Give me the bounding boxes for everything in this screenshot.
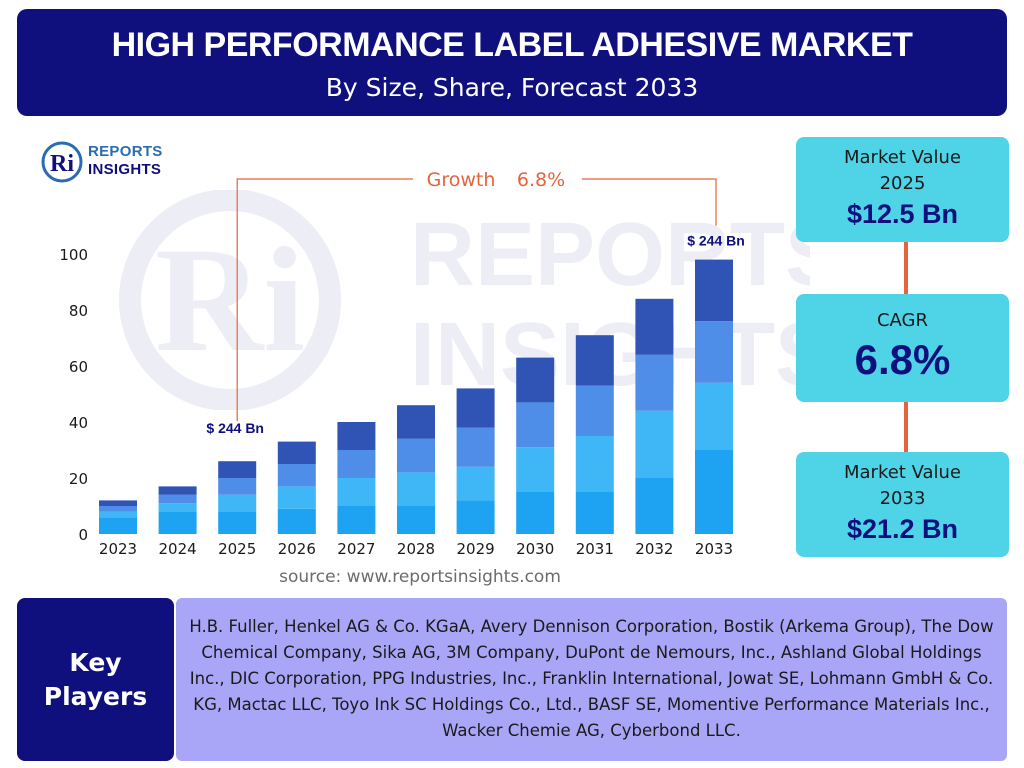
bar-segment-2027-4	[337, 422, 376, 450]
watermark-mark: Ri	[155, 217, 305, 383]
bar-segment-2032-4	[635, 298, 674, 355]
growth-line-right	[582, 178, 717, 226]
cagr-value: 6.8%	[854, 336, 951, 383]
connector-line	[904, 402, 908, 452]
bar-segment-2025-1	[218, 511, 257, 534]
market-value-2025-label: Market Value	[843, 147, 962, 168]
bar-segment-2028-1	[397, 506, 435, 534]
market-value-2025-year: 2025	[879, 173, 926, 194]
x-tick-label: 2025	[218, 540, 256, 558]
bar-segment-2033-2	[695, 382, 733, 450]
y-tick-label: 80	[69, 302, 88, 320]
logo-line-1: REPORTS	[88, 143, 163, 160]
bar-segment-2024-3	[158, 494, 197, 504]
bar-segment-2027-1	[337, 506, 376, 534]
bar-segment-2030-3	[516, 402, 555, 448]
bar-segment-2023-3	[99, 506, 137, 512]
bar-segment-2030-2	[516, 447, 555, 492]
y-tick-label: 60	[69, 358, 88, 376]
bar-segment-2025-3	[218, 478, 257, 495]
reports-insights-logo: Ri REPORTS INSIGHTS	[40, 140, 190, 184]
bar-segment-2023-4	[99, 500, 137, 506]
end-value-label: $ 244 Bn	[687, 233, 745, 249]
logo-mark-icon: Ri	[41, 141, 83, 183]
x-tick-label: 2031	[576, 540, 614, 558]
bar-segment-2026-3	[277, 464, 316, 487]
market-value-2033-box: Market Value 2033 $21.2 Bn	[796, 452, 1009, 557]
bar-segment-2033-1	[695, 450, 733, 534]
page-title: HIGH PERFORMANCE LABEL ADHESIVE MARKET	[111, 26, 913, 64]
y-tick-label: 100	[59, 246, 88, 264]
growth-label: Growth	[427, 169, 496, 191]
bar-segment-2028-3	[397, 438, 435, 473]
x-tick-label: 2026	[278, 540, 316, 558]
market-value-2025-box: Market Value 2025 $12.5 Bn	[796, 137, 1009, 242]
market-value-2033-label: Market Value	[843, 462, 962, 483]
bar-segment-2026-1	[277, 508, 316, 534]
bar-segment-2029-2	[456, 466, 495, 501]
bar-segment-2029-3	[456, 427, 495, 467]
key-players-label-line-2: Players	[43, 682, 148, 711]
bar-segment-2026-4	[277, 441, 316, 464]
start-value-label: $ 244 Bn	[206, 420, 264, 436]
x-tick-label: 2027	[337, 540, 375, 558]
bar-segment-2024-2	[158, 503, 197, 512]
bar-segment-2023-1	[99, 517, 137, 534]
bar-segment-2025-4	[218, 461, 257, 478]
key-players-list: H.B. Fuller, Henkel AG & Co. KGaA, Avery…	[176, 598, 1007, 761]
stacked-bar-chart: 0 20 40 60 80 100 2023 2024 2025 2026 2027 2028 2029…	[59, 169, 745, 558]
cagr-box: CAGR 6.8%	[796, 294, 1009, 402]
bar-segment-2028-2	[397, 472, 435, 506]
bar-segment-2031-4	[575, 335, 614, 386]
key-players-label-line-1: Key	[69, 648, 122, 677]
cagr-label: CAGR	[876, 310, 929, 331]
bar-segment-2024-1	[158, 511, 197, 534]
bar-segment-2027-2	[337, 478, 376, 506]
bar-segment-2031-1	[575, 492, 614, 534]
bar-segment-2031-3	[575, 385, 614, 436]
bar-segment-2030-4	[516, 357, 555, 403]
x-tick-label: 2030	[516, 540, 554, 558]
x-tick-label: 2033	[695, 540, 733, 558]
bar-segment-2029-4	[456, 388, 495, 428]
market-value-2033-value: $21.2 Bn	[846, 514, 959, 544]
x-tick-label: 2023	[99, 540, 137, 558]
market-value-2033-year: 2033	[879, 488, 926, 509]
connector-line	[904, 242, 908, 294]
market-value-2025-value: $12.5 Bn	[846, 199, 959, 229]
watermark-line-1: REPORTS	[410, 205, 810, 305]
bar-segment-2029-1	[456, 500, 495, 534]
x-tick-label: 2032	[635, 540, 673, 558]
x-tick-label: 2029	[457, 540, 495, 558]
page-subtitle: By Size, Share, Forecast 2033	[325, 73, 699, 102]
bar-segment-2032-2	[635, 410, 674, 478]
growth-value: 6.8%	[517, 169, 565, 191]
bar-segment-2030-1	[516, 492, 555, 534]
header-banner: HIGH PERFORMANCE LABEL ADHESIVE MARKET B…	[17, 9, 1007, 116]
bar-segment-2032-1	[635, 478, 674, 534]
bar-segment-2026-2	[277, 486, 316, 509]
bar-segment-2027-3	[337, 450, 376, 478]
bar-segment-2024-4	[158, 486, 197, 495]
bar-segment-2032-3	[635, 354, 674, 411]
y-tick-label: 0	[78, 526, 88, 544]
bar-segment-2033-4	[695, 259, 733, 322]
y-tick-label: 20	[69, 470, 88, 488]
bar-segment-2025-2	[218, 494, 257, 512]
growth-line-left	[236, 178, 413, 422]
logo-mark-text: Ri	[50, 151, 74, 177]
bar-segment-2031-2	[575, 436, 614, 492]
x-tick-label: 2028	[397, 540, 435, 558]
bar-segment-2023-2	[99, 511, 137, 518]
bar-segment-2028-4	[397, 405, 435, 439]
source-note: source: www.reportsinsights.com	[279, 567, 561, 587]
key-players-label: Key Players	[17, 598, 174, 761]
logo-line-2: INSIGHTS	[88, 161, 162, 178]
bar-segment-2033-3	[695, 321, 733, 383]
x-tick-label: 2024	[159, 540, 197, 558]
y-tick-label: 40	[69, 414, 88, 432]
